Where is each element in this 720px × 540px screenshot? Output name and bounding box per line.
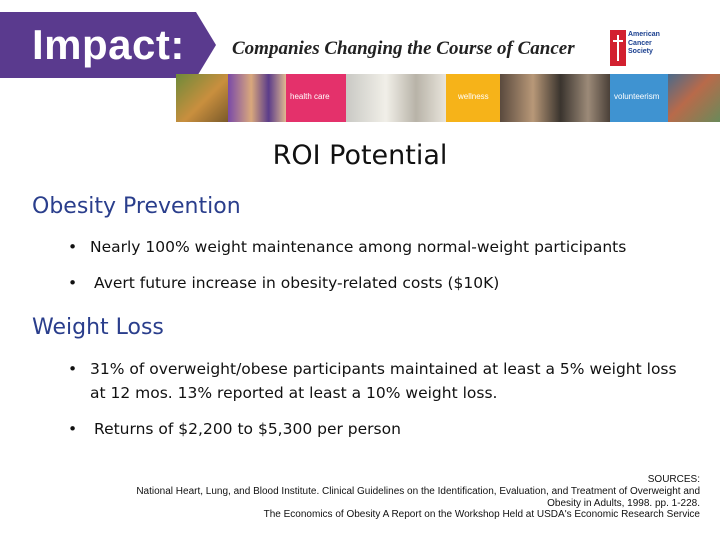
- panel-label: volunteerism: [614, 92, 660, 101]
- source-line: The Economics of Obesity A Report on the…: [263, 509, 700, 521]
- logo-word: Cancer: [628, 39, 652, 47]
- source-line: National Heart, Lung, and Blood Institut…: [136, 485, 700, 497]
- logo-wordmark: American Cancer Society: [628, 31, 674, 57]
- panel-health-care: health care: [286, 74, 346, 122]
- bullet-text: 31% of overweight/obese participants mai…: [90, 360, 677, 378]
- panel-label: wellness: [458, 92, 489, 101]
- photo-food: [176, 74, 228, 122]
- american-cancer-society-logo: American Cancer Society: [610, 30, 674, 66]
- photo-cyclists: [668, 74, 720, 122]
- bullet-text-continued: at 12 mos. 13% reported at least a 10% w…: [90, 384, 498, 402]
- sources-footnote: SOURCES: National Heart, Lung, and Blood…: [0, 474, 700, 521]
- bullet-dot: •: [68, 274, 78, 292]
- photo-doctors: [346, 74, 446, 122]
- logo-word: Society: [628, 48, 653, 55]
- bullet-dot: •: [68, 420, 78, 438]
- panel-volunteerism: volunteerism: [610, 74, 668, 122]
- section-heading-weight-loss: Weight Loss: [32, 315, 164, 340]
- bullet-text: Returns of $2,200 to $5,300 per person: [94, 420, 401, 438]
- impact-tab: [0, 12, 196, 78]
- photo-strip: health care wellness volunteerism: [176, 74, 720, 122]
- photo-walkers: [228, 74, 286, 122]
- cancer-society-sword-icon: [610, 30, 626, 66]
- photo-office: [500, 74, 610, 122]
- panel-label: health care: [290, 92, 330, 101]
- bullet-dot: •: [68, 238, 78, 256]
- panel-wellness: wellness: [446, 74, 500, 122]
- slide-title: ROI Potential: [272, 140, 448, 171]
- impact-tab-arrow: [196, 12, 216, 78]
- bullet-text: Nearly 100% weight maintenance among nor…: [90, 238, 627, 256]
- header-banner: Impact: Companies Changing the Course of…: [0, 0, 720, 122]
- impact-title: Impact:: [32, 21, 185, 68]
- bullet-text: Avert future increase in obesity-related…: [94, 274, 500, 292]
- section-heading-obesity-prevention: Obesity Prevention: [32, 194, 241, 219]
- banner-tagline: Companies Changing the Course of Cancer: [232, 38, 575, 59]
- logo-word: American: [628, 31, 660, 38]
- sources-label: SOURCES:: [647, 474, 700, 485]
- bullet-dot: •: [68, 360, 78, 378]
- source-line: Obesity in Adults, 1998. pp. 1-228.: [547, 497, 700, 509]
